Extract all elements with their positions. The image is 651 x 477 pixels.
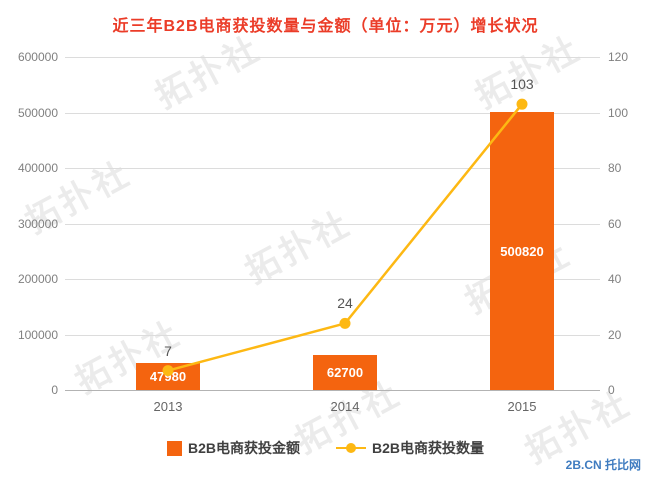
line-value-label: 24 bbox=[337, 295, 353, 312]
right-axis-tick: 60 bbox=[608, 216, 622, 231]
line-value-label: 7 bbox=[164, 342, 172, 359]
bar-legend-swatch-icon bbox=[166, 440, 182, 456]
gridline bbox=[65, 390, 600, 391]
line-point-2013 bbox=[162, 365, 174, 377]
bar-2014: 62700 bbox=[313, 355, 377, 390]
left-axis-tick: 500000 bbox=[17, 105, 58, 120]
x-axis-label-2014: 2014 bbox=[330, 399, 360, 414]
line-point-2015 bbox=[516, 98, 528, 110]
right-axis-tick: 120 bbox=[608, 50, 629, 64]
right-axis-tick: 40 bbox=[608, 272, 622, 286]
line-point-2014 bbox=[339, 317, 351, 329]
right-axis-tick: 0 bbox=[608, 383, 615, 397]
gridline bbox=[65, 168, 600, 169]
line-legend-marker-icon bbox=[336, 443, 366, 453]
left-axis-tick: 200000 bbox=[17, 272, 58, 286]
right-axis-tick: 20 bbox=[608, 327, 622, 342]
legend-item-amount: B2B电商获投金额 bbox=[166, 438, 300, 458]
line-value-label: 103 bbox=[510, 76, 534, 93]
gridline bbox=[65, 334, 600, 336]
chart-title: 近三年B2B电商获投数量与金额（单位：万元）增长状况 bbox=[112, 18, 539, 35]
bar-value-label: 500820 bbox=[500, 243, 544, 259]
bar-value-label: 62700 bbox=[326, 365, 364, 381]
x-axis-label-2013: 2013 bbox=[153, 399, 183, 414]
left-axis-tick: 100000 bbox=[17, 327, 58, 342]
x-axis-label-2015: 2015 bbox=[507, 399, 537, 414]
bar-2013: 47980 bbox=[136, 363, 200, 390]
legend: B2B电商获投金额 B2B电商获投数量 bbox=[0, 438, 651, 458]
left-axis-tick: 300000 bbox=[17, 216, 58, 231]
right-axis-tick: 100 bbox=[608, 105, 629, 120]
bar-value-label: 47980 bbox=[149, 369, 187, 385]
brand-watermark: 2B.CN 托比网 bbox=[565, 458, 641, 472]
gridline bbox=[65, 223, 600, 225]
bar-2015: 500820 bbox=[490, 112, 554, 390]
gridline bbox=[65, 112, 600, 114]
left-axis-tick: 600000 bbox=[17, 50, 58, 64]
left-axis-tick: 400000 bbox=[17, 161, 58, 175]
gridline bbox=[65, 57, 600, 58]
gridline bbox=[65, 279, 600, 280]
legend-label-count: B2B电商获投数量 bbox=[372, 440, 485, 456]
legend-item-count: B2B电商获投数量 bbox=[336, 438, 484, 458]
right-axis-tick: 80 bbox=[608, 161, 622, 175]
legend-label-amount: B2B电商获投金额 bbox=[187, 440, 300, 456]
left-axis-tick: 0 bbox=[51, 383, 58, 397]
line-path bbox=[167, 103, 523, 372]
